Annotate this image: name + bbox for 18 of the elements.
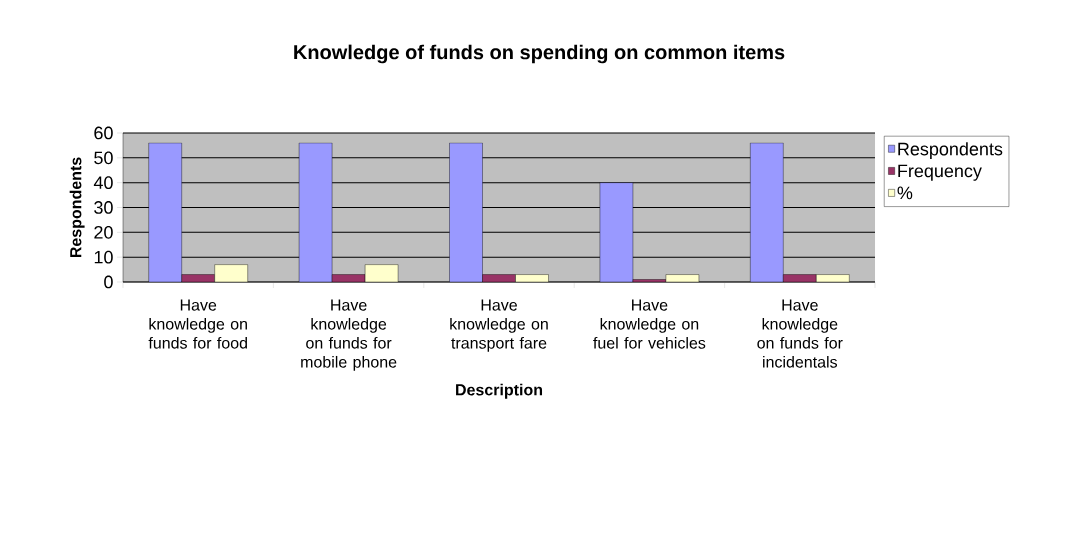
x-tick-label: Have knowledge on funds for mobile phone xyxy=(301,299,397,371)
legend-label: Respondents xyxy=(898,142,1003,159)
y-tick-label: 50 xyxy=(94,151,113,165)
y-tick-label: 20 xyxy=(94,225,113,239)
x-axis-title: Description xyxy=(456,383,543,399)
y-tick-label: 0 xyxy=(104,275,113,289)
x-tick-label: Have knowledge on transport fare xyxy=(450,299,548,352)
chart-title: Knowledge of funds on spending on common items xyxy=(294,44,785,64)
x-tick-label: Have knowledge on fuel for vehicles xyxy=(593,299,706,349)
legend-label: % xyxy=(897,186,913,200)
legend-label: Frequency xyxy=(898,164,982,181)
x-tick-label: Have knowledge on funds for food xyxy=(148,299,247,349)
y-tick-label: 40 xyxy=(93,176,113,190)
x-tick-label: Have knowledge on funds for incidentals xyxy=(757,299,843,368)
y-tick-label: 60 xyxy=(94,126,113,140)
y-axis-title: Respondents xyxy=(69,157,85,258)
y-tick-label: 10 xyxy=(94,250,113,264)
y-tick-label: 30 xyxy=(94,201,113,214)
